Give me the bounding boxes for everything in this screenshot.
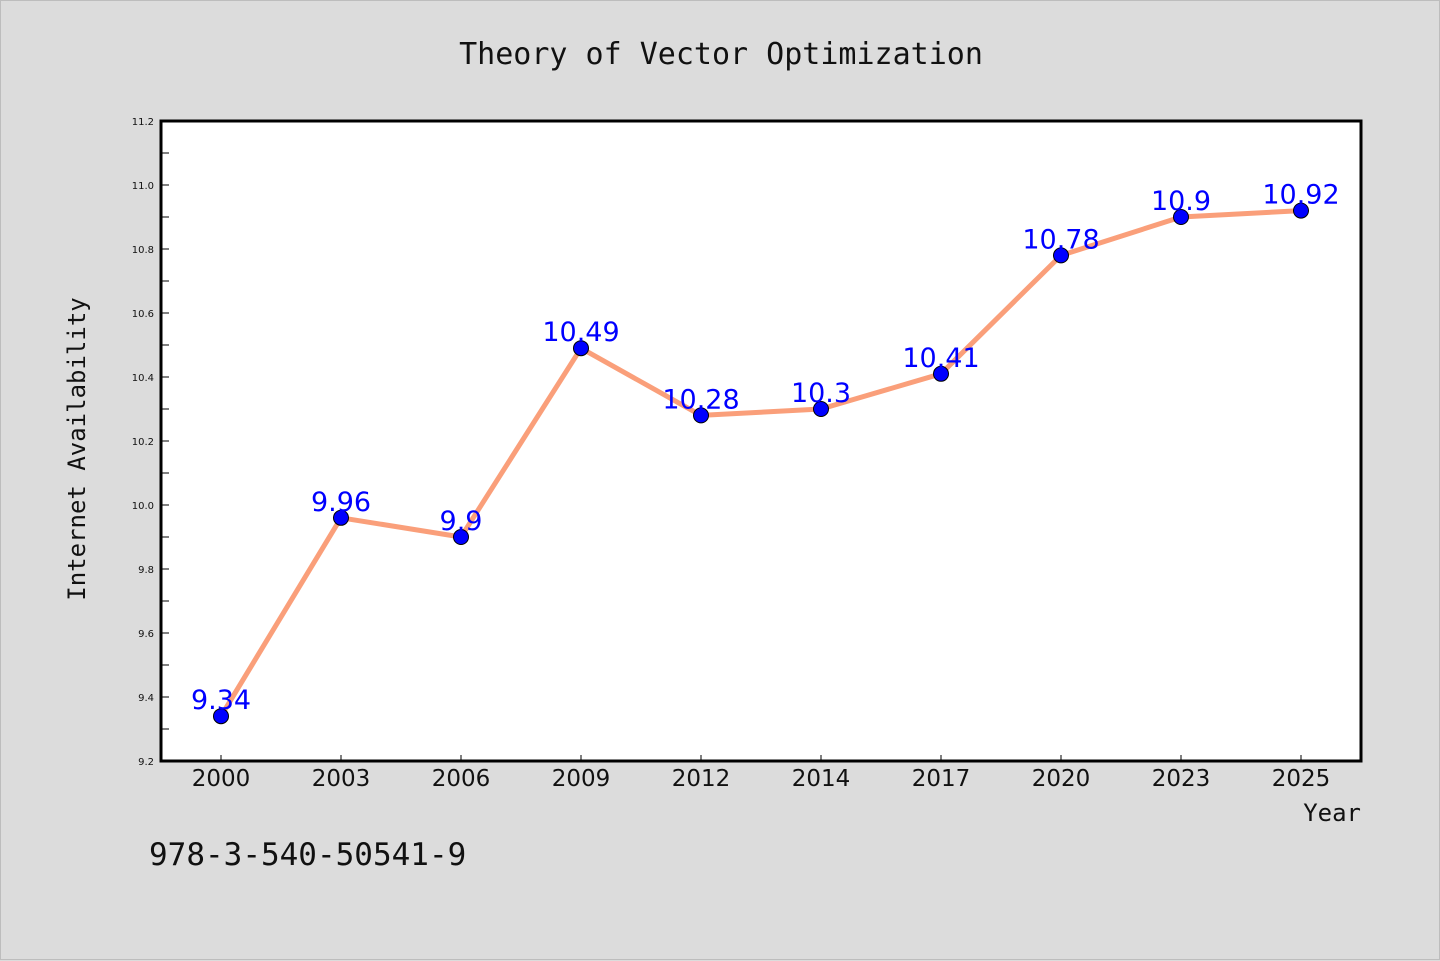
data-point bbox=[213, 708, 229, 725]
isbn-text: 978-3-540-50541-9 bbox=[149, 837, 466, 873]
data-label: 9.34 bbox=[191, 685, 251, 716]
y-tick-label: 9.2 bbox=[138, 757, 154, 768]
plot-area bbox=[161, 121, 1361, 761]
y-tick-label: 11.0 bbox=[132, 181, 154, 192]
y-axis-title: Internet Availability bbox=[63, 297, 91, 600]
data-point bbox=[1053, 247, 1069, 264]
y-tick-label: 10.8 bbox=[132, 245, 154, 256]
data-point bbox=[933, 365, 949, 382]
plot-frame bbox=[159, 119, 1363, 763]
data-point bbox=[1293, 202, 1309, 219]
data-point bbox=[813, 401, 829, 417]
data-point bbox=[453, 529, 469, 545]
x-tick-label: 2006 bbox=[432, 766, 491, 792]
data-label: 10.92 bbox=[1262, 180, 1339, 211]
x-tick-label: 2020 bbox=[1032, 766, 1091, 792]
y-tick-label: 9.6 bbox=[138, 629, 154, 640]
x-tick-label: 2017 bbox=[912, 766, 971, 792]
x-tick-label: 2009 bbox=[552, 766, 611, 792]
data-point bbox=[333, 509, 349, 526]
y-tick-label: 9.4 bbox=[138, 693, 154, 704]
data-label: 10.9 bbox=[1151, 186, 1211, 217]
x-tick-label: 2012 bbox=[672, 766, 731, 792]
data-label: 10.78 bbox=[1022, 224, 1099, 255]
x-axis-title: Year bbox=[1303, 799, 1361, 827]
chart-title: Theory of Vector Optimization bbox=[459, 37, 983, 72]
x-tick-label: 2023 bbox=[1152, 766, 1211, 792]
data-label: 10.3 bbox=[791, 378, 851, 409]
x-tick-label: 2025 bbox=[1272, 766, 1331, 792]
y-tick-label: 10.0 bbox=[132, 501, 154, 512]
data-label: 10.41 bbox=[902, 343, 979, 374]
y-tick-label: 9.8 bbox=[138, 565, 154, 576]
x-tick-label: 2003 bbox=[312, 766, 371, 792]
series-line bbox=[218, 208, 1304, 719]
y-tick-label: 10.2 bbox=[132, 437, 154, 448]
data-label: 9.9 bbox=[440, 506, 483, 537]
data-point bbox=[693, 407, 709, 424]
y-tick-label: 10.4 bbox=[132, 373, 154, 384]
data-label: 10.49 bbox=[542, 317, 619, 348]
data-label: 10.28 bbox=[662, 384, 739, 415]
data-point bbox=[573, 340, 589, 357]
data-point bbox=[1173, 209, 1189, 225]
data-label: 9.96 bbox=[311, 487, 371, 518]
x-tick-label: 2014 bbox=[792, 766, 851, 792]
y-tick-label: 11.2 bbox=[132, 117, 154, 128]
x-tick-label: 2000 bbox=[192, 766, 251, 792]
y-tick-label: 10.6 bbox=[132, 309, 154, 320]
